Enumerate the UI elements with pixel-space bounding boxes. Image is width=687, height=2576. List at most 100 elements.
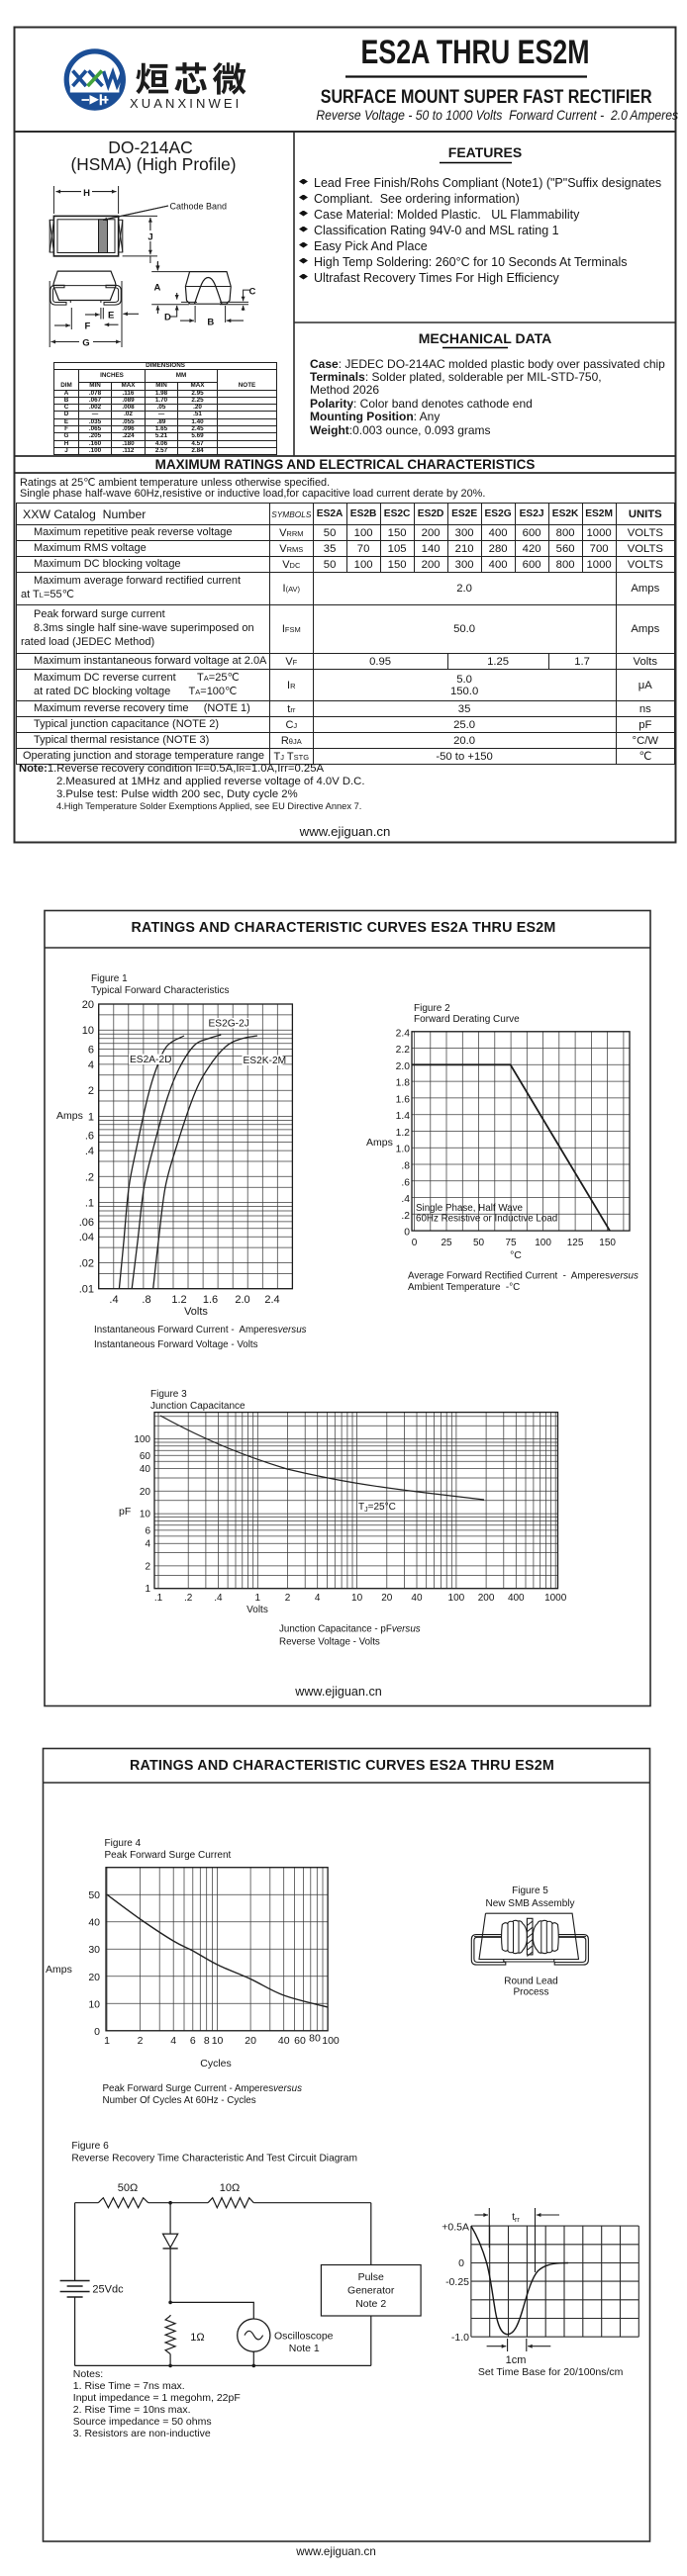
svg-text:A: A (154, 283, 161, 294)
svg-text:Figure 6: Figure 6 (71, 2141, 109, 2152)
svg-text:.6: .6 (85, 1131, 94, 1143)
svg-text:Junction Capacitance: Junction Capacitance (150, 1401, 245, 1412)
svg-text:B: B (207, 318, 214, 328)
svg-text:2: 2 (285, 1593, 291, 1604)
svg-text:G: G (82, 337, 89, 348)
svg-text:2.4: 2.4 (396, 1028, 411, 1039)
svg-text:50Ω: 50Ω (118, 2182, 138, 2194)
svg-text:Peak Forward Surge Current: Peak Forward Surge Current (105, 1850, 232, 1861)
svg-text:10: 10 (351, 1593, 363, 1604)
svg-text:10: 10 (212, 2035, 224, 2047)
svg-text:Reverse Recovery Time Characte: Reverse Recovery Time Characteristic And… (71, 2154, 357, 2164)
svg-text:Typical Forward Characteristic: Typical Forward Characteristics (91, 985, 229, 996)
svg-text:Amps: Amps (366, 1137, 393, 1149)
svg-text:30: 30 (88, 1944, 100, 1956)
svg-text:Amps: Amps (46, 1964, 72, 1976)
svg-text:0: 0 (458, 2257, 464, 2269)
svg-text:60Hz Resistive or Inductive Lo: 60Hz Resistive or Inductive Load (416, 1214, 557, 1225)
svg-text:40: 40 (278, 2035, 290, 2047)
svg-text:Source impedance = 50 ohms: Source impedance = 50 ohms (73, 2416, 212, 2428)
svg-text:1: 1 (255, 1593, 261, 1604)
svg-text:.8: .8 (401, 1161, 410, 1172)
svg-text:6: 6 (88, 1045, 94, 1057)
svg-text:.02: .02 (79, 1257, 94, 1269)
svg-text:-0.25: -0.25 (445, 2276, 469, 2288)
svg-text:1: 1 (145, 1584, 150, 1595)
svg-text:100: 100 (134, 1434, 150, 1445)
svg-text:4: 4 (88, 1059, 94, 1071)
svg-text:.1: .1 (154, 1593, 163, 1604)
svg-text:New SMB Assembly: New SMB Assembly (485, 1898, 574, 1909)
svg-text:Single Phase, Half Wave: Single Phase, Half Wave (416, 1203, 524, 1214)
svg-text:.6: .6 (401, 1177, 410, 1188)
svg-text:125: 125 (567, 1238, 584, 1248)
svg-text:4: 4 (315, 1593, 321, 1604)
svg-text:1000: 1000 (544, 1593, 567, 1604)
svg-text:-1.0: -1.0 (451, 2332, 469, 2344)
svg-text:10: 10 (82, 1025, 94, 1037)
svg-text:TJ=25°C: TJ=25°C (358, 1502, 396, 1514)
svg-text:8: 8 (204, 2035, 210, 2047)
svg-text:400: 400 (508, 1593, 525, 1604)
svg-text:°C: °C (510, 1249, 522, 1261)
svg-text:.4: .4 (109, 1294, 118, 1306)
svg-text:Pulse: Pulse (358, 2271, 384, 2283)
svg-text:4: 4 (145, 1539, 150, 1550)
svg-text:3. Resistors are non-inductive: 3. Resistors are non-inductive (73, 2428, 211, 2439)
svg-text:Amps: Amps (56, 1110, 83, 1122)
svg-text:10: 10 (140, 1510, 151, 1520)
svg-text:Instantaneous Forward Voltage: Instantaneous Forward Voltage - Volts (94, 1339, 258, 1350)
svg-text:Oscilloscope: Oscilloscope (274, 2331, 334, 2343)
svg-text:Average Forward Rectified Curr: Average Forward Rectified Current - Ampe… (408, 1271, 638, 1282)
svg-text:10Ω: 10Ω (220, 2182, 240, 2194)
svg-text:25: 25 (441, 1238, 452, 1248)
svg-text:Figure 2: Figure 2 (414, 1003, 450, 1014)
svg-text:Volts: Volts (184, 1306, 208, 1318)
svg-text:1.2: 1.2 (171, 1294, 186, 1306)
svg-text:2: 2 (88, 1085, 94, 1097)
svg-text:ES2G-2J: ES2G-2J (209, 1019, 249, 1030)
svg-text:trr: trr (512, 2211, 520, 2224)
svg-text:10: 10 (88, 1998, 100, 2010)
svg-text:.4: .4 (401, 1194, 410, 1205)
svg-text:2. Rise Time = 10ns max.: 2. Rise Time = 10ns max. (73, 2404, 191, 2416)
svg-text:2.0: 2.0 (396, 1061, 411, 1072)
svg-text:25Vdc: 25Vdc (92, 2284, 124, 2296)
svg-text:Number Of Cycles At 60Hz - Cyc: Number Of Cycles At 60Hz - Cycles (103, 2095, 256, 2106)
svg-text:50: 50 (473, 1238, 485, 1248)
svg-text:100: 100 (535, 1238, 551, 1248)
svg-text:40: 40 (140, 1464, 151, 1475)
svg-text:20: 20 (245, 2035, 256, 2047)
svg-text:.4: .4 (85, 1146, 94, 1157)
svg-text:H: H (83, 188, 90, 199)
svg-text:75: 75 (505, 1238, 517, 1248)
svg-text:1: 1 (88, 1111, 94, 1123)
svg-text:Cathode Band: Cathode Band (170, 202, 228, 212)
svg-text:1.0: 1.0 (396, 1145, 411, 1155)
svg-text:+0.5A: +0.5A (442, 2222, 469, 2234)
svg-text:100: 100 (448, 1593, 465, 1604)
svg-text:1: 1 (104, 2035, 110, 2047)
svg-text:6: 6 (190, 2035, 196, 2047)
svg-text:.4: .4 (214, 1593, 223, 1604)
svg-text:40: 40 (411, 1593, 423, 1604)
svg-text:Figure 3: Figure 3 (150, 1389, 187, 1400)
svg-text:1Ω: 1Ω (190, 2332, 204, 2344)
svg-text:J: J (147, 232, 152, 243)
svg-text:1.2: 1.2 (396, 1128, 411, 1139)
svg-text:80: 80 (309, 2033, 321, 2045)
svg-text:Ambient Temperature -°C: Ambient Temperature -°C (408, 1282, 520, 1293)
svg-text:0: 0 (94, 2026, 100, 2038)
svg-text:Process: Process (513, 1987, 548, 1998)
svg-text:Peak Forward Surge Current - A: Peak Forward Surge Current - Amperesvers… (103, 2083, 303, 2094)
svg-text:.1: .1 (85, 1198, 94, 1210)
svg-text:Junction Capacitance - pFversu: Junction Capacitance - pFversus (279, 1624, 421, 1635)
svg-text:40: 40 (88, 1917, 100, 1929)
svg-text:1.6: 1.6 (396, 1094, 411, 1105)
svg-text:Note 1: Note 1 (289, 2343, 320, 2354)
svg-text:100: 100 (322, 2035, 340, 2047)
svg-text:Figure 5: Figure 5 (512, 1886, 548, 1896)
svg-text:20: 20 (381, 1593, 393, 1604)
svg-text:Round Lead: Round Lead (504, 1977, 558, 1987)
svg-text:0: 0 (404, 1228, 410, 1239)
